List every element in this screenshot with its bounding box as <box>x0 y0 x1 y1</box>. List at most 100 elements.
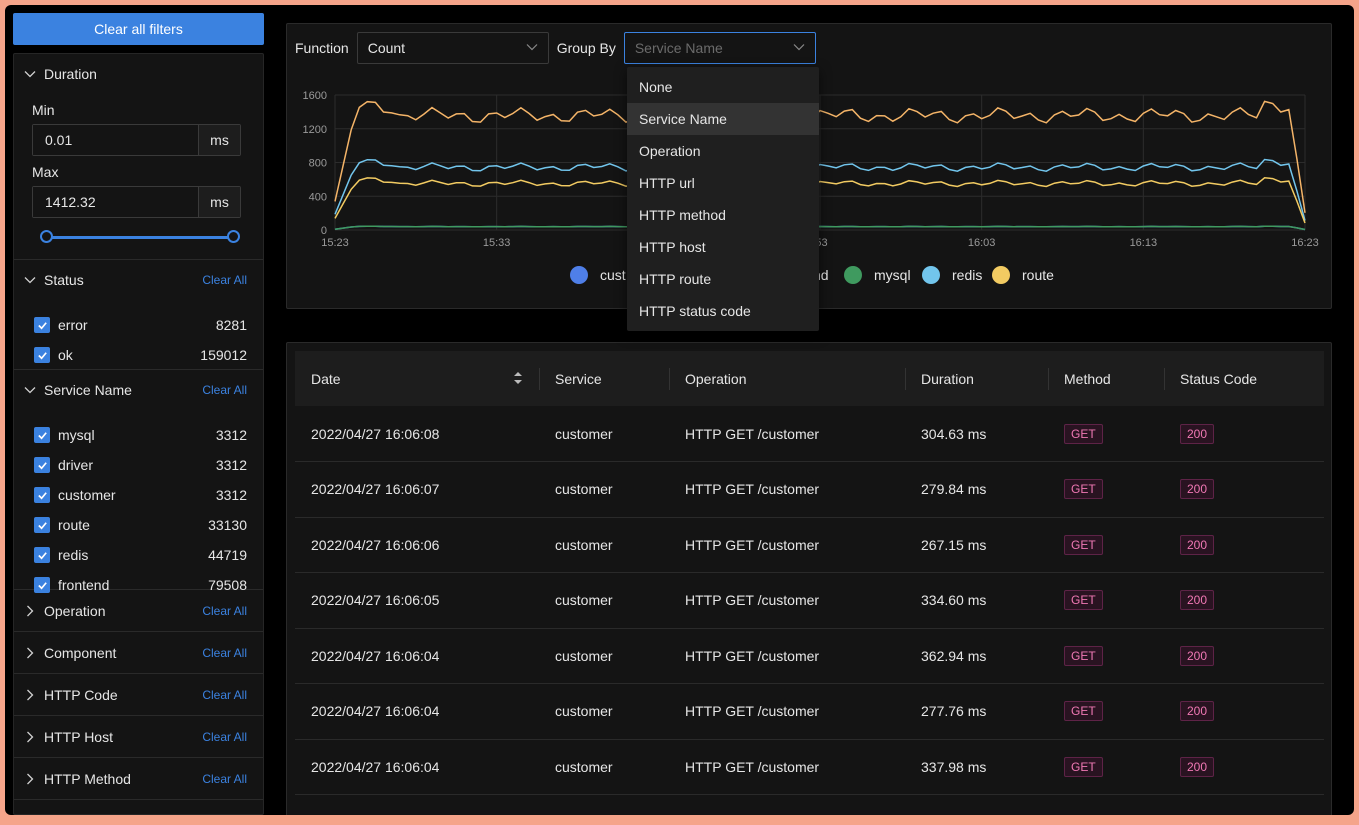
checkbox[interactable] <box>34 457 50 473</box>
filter-section-clear-all[interactable]: Clear All <box>202 603 247 618</box>
service-name-filter: Service Name Clear All mysql 3312 driver… <box>14 370 263 593</box>
slider-track <box>44 236 236 239</box>
filter-section-header[interactable]: HTTP Code Clear All <box>24 674 247 715</box>
legend-swatch[interactable] <box>570 266 588 284</box>
filter-option[interactable]: driver 3312 <box>24 450 247 480</box>
checkbox[interactable] <box>34 347 50 363</box>
chevron-right-icon <box>24 731 44 743</box>
dropdown-option[interactable]: None <box>639 79 673 95</box>
dropdown-option[interactable]: HTTP url <box>639 175 695 191</box>
filter-option[interactable]: mysql 3312 <box>24 420 247 450</box>
operation-cell: HTTP GET /customer <box>669 683 905 740</box>
filter-section-clear-all[interactable]: Clear All <box>202 771 247 786</box>
filter-section-header[interactable]: Operation Clear All <box>24 590 247 631</box>
column-header[interactable]: Operation <box>669 351 905 406</box>
table-row[interactable]: 2022/04/27 16:06:08 customer HTTP GET /c… <box>295 406 1324 462</box>
filter-option[interactable]: route 33130 <box>24 510 247 540</box>
group-by-label: Group By <box>556 40 616 56</box>
method-cell: GET <box>1048 461 1164 518</box>
x-tick-label: 16:13 <box>1130 237 1158 249</box>
status-header[interactable]: Status Clear All <box>24 260 247 300</box>
table-header-row: Date Service Operation Duration Method Status… <box>295 351 1324 406</box>
status-code-cell: 200 <box>1164 628 1324 684</box>
column-separator <box>905 368 906 390</box>
filter-option[interactable]: ok 159012 <box>24 340 247 370</box>
filter-section-header[interactable]: Component Clear All <box>24 632 247 673</box>
service-cell: customer <box>539 739 669 795</box>
filter-section-title: Component <box>44 644 117 661</box>
option-label: ok <box>58 347 73 363</box>
date-cell: 2022/04/27 16:06:04 <box>295 739 539 795</box>
max-duration-value[interactable]: 1412.32 <box>33 187 198 217</box>
min-duration-input[interactable]: 0.01 ms <box>32 124 241 156</box>
table-row[interactable]: 2022/04/27 16:06:04 customer HTTP GET /c… <box>295 739 1324 795</box>
clear-all-filters-button[interactable]: Clear all filters <box>13 13 264 45</box>
service-name-clear-all[interactable]: Clear All <box>202 383 247 397</box>
table-row[interactable]: 2022/04/27 16:06:04 customer HTTP GET /c… <box>295 628 1324 684</box>
table-row[interactable]: 2022/04/27 16:06:04 customer HTTP GET /c… <box>295 683 1324 740</box>
legend-swatch[interactable] <box>922 266 940 284</box>
option-label: driver <box>58 457 94 473</box>
filter-option[interactable]: error 8281 <box>24 310 247 340</box>
legend-swatch[interactable] <box>992 266 1010 284</box>
legend-label[interactable]: mysql <box>874 267 911 283</box>
filter-section-header[interactable]: HTTP Host Clear All <box>24 716 247 757</box>
legend-label[interactable]: cust <box>600 267 626 283</box>
column-header[interactable]: Duration <box>905 351 1048 406</box>
chevron-down-icon <box>526 40 538 56</box>
table-row[interactable]: 2022/04/27 16:06:05 customer HTTP GET /c… <box>295 572 1324 629</box>
dropdown-option[interactable]: Service Name <box>627 103 819 135</box>
dropdown-option[interactable]: Operation <box>639 143 701 159</box>
filter-section-clear-all[interactable]: Clear All <box>202 645 247 660</box>
dropdown-option[interactable]: HTTP status code <box>639 303 751 319</box>
filter-section-clear-all[interactable]: Clear All <box>202 687 247 702</box>
filter-section-title: HTTP Method <box>44 770 131 787</box>
checkbox[interactable] <box>34 577 50 593</box>
legend-label[interactable]: redis <box>952 267 982 283</box>
status-code-cell: 200 <box>1164 517 1324 573</box>
legend-label[interactable]: route <box>1022 267 1054 283</box>
column-header[interactable]: Date <box>295 351 539 406</box>
filter-section-header[interactable]: HTTP Method Clear All <box>24 758 247 799</box>
filter-option[interactable]: redis 44719 <box>24 540 247 570</box>
duration-range-slider[interactable] <box>40 230 240 244</box>
operation-cell: HTTP GET /customer <box>669 628 905 684</box>
duration-header[interactable]: Duration <box>24 54 247 94</box>
checkbox[interactable] <box>34 317 50 333</box>
slider-min-handle[interactable] <box>40 230 53 243</box>
slider-max-handle[interactable] <box>227 230 240 243</box>
column-header[interactable]: Service <box>539 351 669 406</box>
function-select[interactable]: Count <box>356 32 549 64</box>
checkbox[interactable] <box>34 547 50 563</box>
y-tick-label: 400 <box>309 191 327 203</box>
status-code-tag: 200 <box>1180 590 1215 611</box>
service-name-header[interactable]: Service Name Clear All <box>24 370 247 410</box>
option-count: 44719 <box>208 547 247 563</box>
table-row[interactable]: 2022/04/27 16:06:06 customer HTTP GET /c… <box>295 517 1324 573</box>
column-header[interactable]: Method <box>1048 351 1164 406</box>
checkbox[interactable] <box>34 427 50 443</box>
traces-table-panel: Date Service Operation Duration Method Status… <box>286 342 1332 815</box>
chevron-right-icon <box>24 773 44 785</box>
dropdown-option[interactable]: HTTP host <box>639 239 706 255</box>
checkbox[interactable] <box>34 487 50 503</box>
min-duration-value[interactable]: 0.01 <box>33 125 198 155</box>
dropdown-option[interactable]: HTTP route <box>639 271 712 287</box>
filter-section-clear-all[interactable]: Clear All <box>202 729 247 744</box>
filter-option[interactable]: frontend 79508 <box>24 570 247 600</box>
column-header[interactable]: Status Code <box>1164 351 1324 406</box>
filter-option[interactable]: customer 3312 <box>24 480 247 510</box>
duration-cell: 304.63 ms <box>905 406 1048 462</box>
collapsed-filter-section: Component Clear All <box>14 632 263 674</box>
dropdown-option[interactable]: HTTP method <box>639 207 726 223</box>
group-by-select[interactable]: Service Name <box>623 32 816 64</box>
legend-swatch[interactable] <box>844 266 862 284</box>
option-count: 3312 <box>215 427 247 443</box>
max-duration-input[interactable]: 1412.32 ms <box>32 186 241 218</box>
series-line <box>334 225 1306 231</box>
sort-icon[interactable] <box>513 371 523 388</box>
table-row[interactable]: 2022/04/27 16:06:07 customer HTTP GET /c… <box>295 461 1324 518</box>
status-clear-all[interactable]: Clear All <box>202 273 247 287</box>
option-count: 3312 <box>215 487 247 503</box>
checkbox[interactable] <box>34 517 50 533</box>
